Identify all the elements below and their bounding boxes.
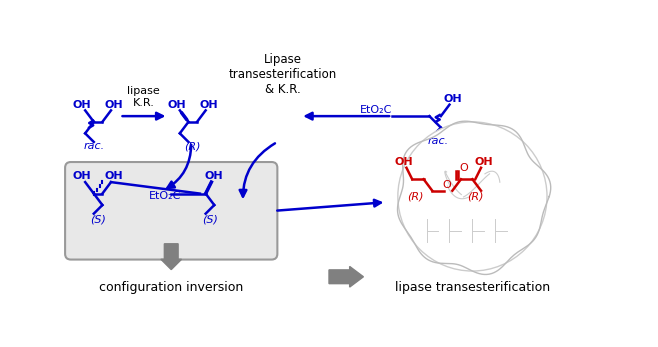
Text: rac.: rac. bbox=[83, 142, 105, 151]
Text: OH: OH bbox=[168, 100, 186, 110]
Text: OH: OH bbox=[394, 157, 413, 167]
Text: rac.: rac. bbox=[428, 136, 449, 146]
Text: (S): (S) bbox=[90, 214, 107, 224]
FancyBboxPatch shape bbox=[65, 162, 278, 260]
Text: (R): (R) bbox=[467, 191, 484, 201]
Text: EtO₂C: EtO₂C bbox=[360, 105, 392, 115]
FancyArrow shape bbox=[462, 231, 483, 267]
Text: OH: OH bbox=[443, 94, 462, 104]
Text: (R): (R) bbox=[184, 142, 201, 151]
Text: (R): (R) bbox=[407, 191, 423, 201]
Text: OH: OH bbox=[474, 157, 494, 167]
Text: lipase
K.R.: lipase K.R. bbox=[127, 86, 160, 108]
Text: lipase transesterification: lipase transesterification bbox=[395, 281, 550, 294]
Text: O: O bbox=[442, 180, 451, 190]
Text: EtO₂C: EtO₂C bbox=[149, 191, 182, 201]
Text: OH: OH bbox=[205, 171, 224, 181]
Text: configuration inversion: configuration inversion bbox=[99, 281, 243, 294]
Text: OH: OH bbox=[73, 171, 91, 181]
Text: OH: OH bbox=[73, 100, 91, 110]
Circle shape bbox=[398, 122, 547, 271]
Text: OH: OH bbox=[105, 100, 123, 110]
Text: OH: OH bbox=[105, 171, 123, 181]
Text: (S): (S) bbox=[202, 214, 218, 224]
Text: O: O bbox=[459, 163, 468, 172]
FancyArrow shape bbox=[161, 244, 182, 270]
Text: OH: OH bbox=[199, 100, 218, 110]
FancyArrow shape bbox=[329, 266, 363, 287]
Text: Lipase
transesterification
& K.R.: Lipase transesterification & K.R. bbox=[229, 53, 338, 96]
